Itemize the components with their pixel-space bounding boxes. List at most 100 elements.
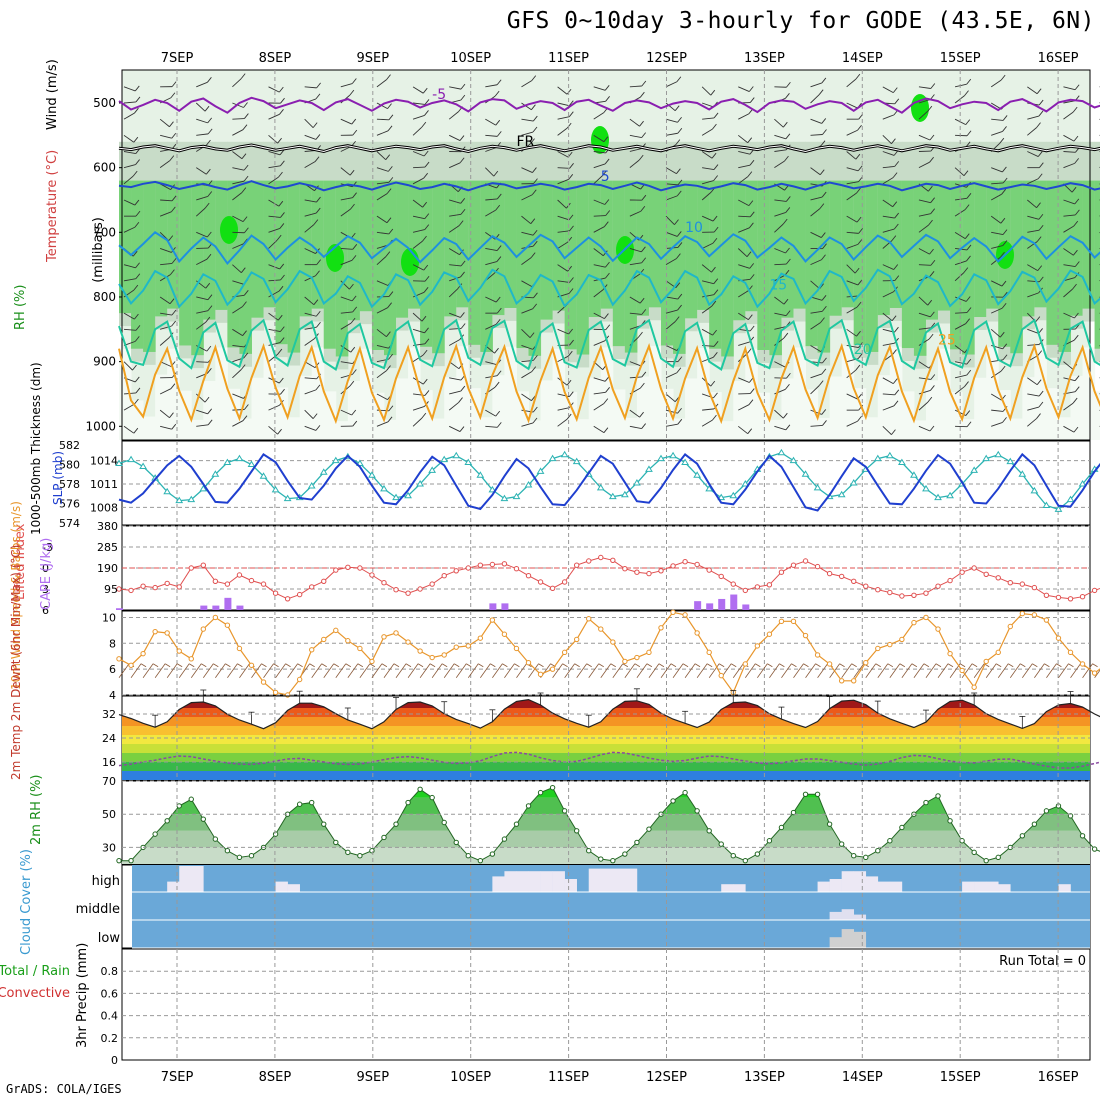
wind-barb (268, 239, 278, 249)
wind-barb-flag (1073, 334, 1079, 341)
wind-barb-flag (496, 79, 502, 86)
rh2m-marker (128, 857, 134, 864)
wind-barb-flag (278, 285, 284, 292)
wind-barb-flag (280, 274, 285, 281)
wind-barb-flag (496, 307, 502, 314)
rh-shade-low (480, 417, 493, 440)
wind-barb (991, 359, 1004, 363)
wind-barb-flag (459, 135, 465, 141)
wind-barb-flag (277, 137, 282, 144)
wind-barb (304, 312, 317, 317)
wind-barb-flag (1038, 224, 1044, 231)
wind-barb (340, 118, 352, 125)
wind-barb (196, 424, 209, 427)
wind-barb (774, 160, 785, 169)
thickness-axis-label: 1000-500mb Thickness (dm) (29, 362, 43, 535)
li-marker (887, 589, 893, 596)
rh-shade-low (1022, 377, 1035, 440)
wind-barb-flag (205, 316, 211, 323)
rh-shade-low (624, 417, 638, 440)
wind10-marker (622, 658, 628, 665)
wind-barb (665, 372, 678, 379)
wind-barb-flag (640, 91, 645, 98)
wind-tick-label: 6 (109, 663, 116, 676)
rh2m-marker (947, 818, 953, 824)
temperature-axis-label: Temperature (°C) (45, 150, 60, 263)
isotherm-label: 15 (769, 278, 787, 294)
wind-barb (485, 118, 496, 126)
wind-barb (593, 377, 606, 382)
date-label-bottom: 13SEP (744, 1070, 785, 1085)
wind-barb-flag (602, 170, 607, 176)
wind-barb-flag (386, 188, 392, 194)
wind-barb-flag (568, 111, 574, 117)
wind10-barb-flag (1092, 663, 1098, 668)
wind10-marker (260, 679, 267, 685)
wind-barb (593, 199, 606, 205)
wind-barb (412, 312, 423, 322)
wind-barb (701, 191, 712, 201)
wind-barb (846, 243, 859, 249)
rh-shade-low (877, 375, 891, 440)
wind-barb-flag (135, 148, 141, 154)
wind-barb (918, 312, 931, 318)
rh-shade-green (371, 180, 385, 351)
wind-barb (954, 345, 965, 354)
wind-barb (412, 177, 424, 185)
precip-convective-legend: Convective (0, 986, 70, 1001)
wind-barb-flag (713, 164, 719, 170)
date-label-top: 12SEP (646, 51, 687, 66)
wind-barb (882, 312, 893, 322)
wind-barb-flag (352, 244, 358, 250)
wind10-barb-flag (333, 663, 339, 668)
wind-barb (701, 151, 713, 159)
wind-barb-flag (639, 297, 645, 304)
wind-barb-flag (170, 92, 176, 99)
cloud-low-bar (853, 931, 867, 948)
li-marker (622, 566, 628, 572)
wind-barb (557, 328, 569, 335)
rh-shade-green (938, 180, 951, 311)
wind10-marker (911, 619, 917, 626)
upper-air-panel (118, 69, 1100, 441)
wind-barb-flag (1037, 151, 1043, 157)
wind-barb-flag (207, 128, 213, 135)
cape-bar (200, 605, 208, 610)
wind-barb-flag (747, 314, 753, 320)
wind-barb (412, 354, 424, 363)
wind-barb (376, 231, 389, 235)
cloud-row-label-low: low (98, 931, 121, 946)
wind-barb-flag (460, 198, 466, 204)
wind10-barb-flag (1032, 663, 1038, 668)
wind-barb-flag (785, 196, 791, 202)
li-tick-label: 6 (42, 604, 49, 617)
wind-barb-flag (821, 295, 827, 301)
wind10-barb (865, 663, 877, 678)
wind10-barb-flag (779, 663, 785, 668)
wind-barb (702, 408, 715, 411)
wind-barb (268, 353, 279, 362)
wind-barb-flag (927, 396, 933, 403)
wind-barb (340, 208, 351, 217)
pressure-tick-label: 1000 (85, 419, 116, 433)
wind10-barb (311, 663, 323, 678)
wind-barb (702, 167, 715, 170)
wind-barb-flag (711, 300, 717, 307)
wind-barb-flag (1036, 379, 1042, 385)
wind10-barb-flag (345, 663, 352, 668)
wind10-marker (1007, 623, 1013, 630)
wind-barb (882, 165, 895, 169)
thickness-marker (452, 451, 461, 459)
wind-barb (593, 391, 606, 395)
wind-barb (846, 215, 858, 223)
thickness-marker (934, 493, 942, 501)
wind-barb (1063, 312, 1075, 319)
wind-barb-flag (459, 426, 465, 432)
wind10-marker (598, 626, 604, 632)
rh2m-marker (802, 791, 809, 797)
wind-barb (774, 212, 786, 217)
wind-barb-flag (207, 191, 213, 197)
wind10-barb-flag (1008, 663, 1014, 668)
li-tick-label: 0 (42, 562, 49, 575)
wind-barb (738, 341, 750, 346)
